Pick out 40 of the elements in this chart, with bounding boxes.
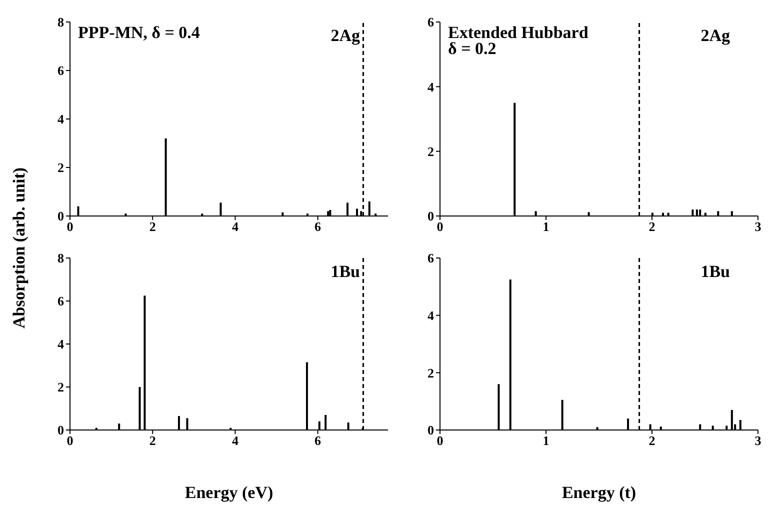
x-tick-label: 2 <box>149 219 156 234</box>
y-tick-label: 6 <box>58 294 64 309</box>
annotation: PPP-MN, δ = 0.4 <box>78 23 200 42</box>
y-tick-label: 4 <box>58 112 64 127</box>
annotation: δ = 0.2 <box>448 39 496 58</box>
y-tick-label: 4 <box>428 308 434 323</box>
x-axis-title: Energy (t) <box>562 483 636 502</box>
x-tick-label: 4 <box>232 219 239 234</box>
x-tick-label: 2 <box>149 433 156 448</box>
y-tick-label: 4 <box>428 79 434 94</box>
x-tick-label: 2 <box>648 219 656 234</box>
x-tick-label: 6 <box>314 219 322 234</box>
x-tick-label: 1 <box>542 219 550 234</box>
annotation: 1Bu <box>330 262 360 282</box>
x-tick-label: 1 <box>542 433 550 448</box>
y-tick-label: 4 <box>58 336 64 352</box>
y-tick-label: 8 <box>58 14 64 30</box>
x-tick-label: 6 <box>314 433 322 448</box>
y-tick-label: 0 <box>428 422 434 438</box>
y-tick-label: 8 <box>58 250 64 266</box>
y-tick-label: 0 <box>58 422 64 438</box>
y-tick-label: 0 <box>58 208 64 224</box>
annotation: 2Ag <box>700 26 730 46</box>
y-tick-label: 2 <box>428 365 434 380</box>
y-tick-label: 6 <box>428 14 434 30</box>
x-tick-label: 3 <box>754 219 762 234</box>
annotation: 2Ag <box>330 26 360 46</box>
x-tick-label: 3 <box>754 433 762 448</box>
y-tick-label: 2 <box>58 380 64 395</box>
y-tick-label: 0 <box>428 208 434 224</box>
x-tick-label: 2 <box>648 433 656 448</box>
y-tick-label: 2 <box>58 160 64 176</box>
x-axis-title: Energy (eV) <box>184 483 274 502</box>
annotation: 1Bu <box>700 262 730 282</box>
y-axis-title: Absorption (arb. unit) <box>10 167 30 329</box>
annotation: Extended Hubbard <box>448 23 588 42</box>
x-tick-label: 4 <box>232 433 239 448</box>
y-tick-label: 2 <box>428 144 434 159</box>
y-tick-label: 6 <box>428 250 434 266</box>
y-tick-label: 6 <box>58 63 64 78</box>
